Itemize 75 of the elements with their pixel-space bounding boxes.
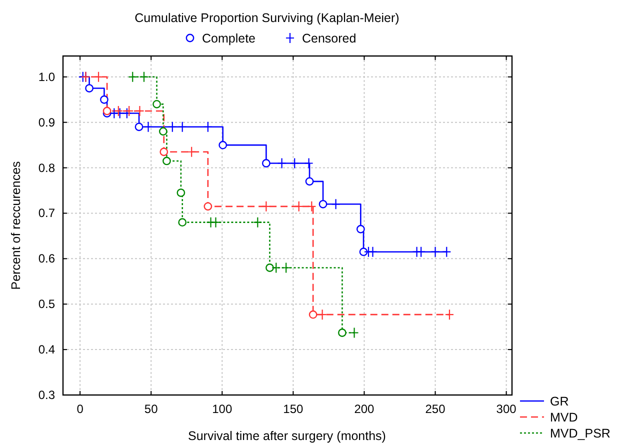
y-tick-label: 0.5 <box>38 297 56 312</box>
point <box>294 200 304 212</box>
point <box>178 121 187 132</box>
x-tick-label: 50 <box>144 402 158 416</box>
y-tick-label: 0.6 <box>38 252 56 266</box>
legend-label: MVD_PSR <box>550 426 610 440</box>
x-tick-label: 150 <box>283 402 304 416</box>
x-tick-label: 250 <box>425 402 446 416</box>
legend-label: GR <box>550 394 569 408</box>
point <box>162 156 171 166</box>
x-axis-title: Survival time after surgery (months) <box>188 429 386 443</box>
point <box>124 105 134 117</box>
point <box>430 246 440 258</box>
point <box>114 105 123 117</box>
point <box>356 224 365 234</box>
point <box>187 146 196 158</box>
point <box>338 328 346 337</box>
point <box>350 327 359 338</box>
point <box>277 158 286 169</box>
point <box>152 100 161 108</box>
y-tick-label: 0.4 <box>38 342 56 357</box>
point <box>304 158 314 169</box>
point <box>305 177 314 186</box>
point <box>178 218 187 227</box>
point <box>122 108 132 119</box>
point <box>262 200 271 212</box>
y-tick-label: 0.7 <box>38 206 56 220</box>
x-tick-label: 200 <box>354 402 375 416</box>
point <box>282 262 291 274</box>
legend-label: MVD <box>550 410 578 424</box>
point <box>368 246 378 258</box>
y-tick-label: 0.3 <box>38 388 56 402</box>
point <box>110 108 119 119</box>
point <box>144 121 153 132</box>
point <box>94 71 104 82</box>
point <box>176 188 186 197</box>
y-tick-label: 0.8 <box>38 160 56 175</box>
point <box>318 200 328 208</box>
point <box>158 127 168 136</box>
x-tick-label: 0 <box>76 402 84 416</box>
y-tick-label: 1.0 <box>38 70 56 84</box>
point <box>307 200 316 212</box>
point <box>253 216 262 228</box>
x-tick-label: 100 <box>212 402 232 416</box>
point <box>290 158 300 169</box>
point <box>218 140 228 150</box>
text: Complete <box>202 32 256 46</box>
point <box>100 95 108 104</box>
point <box>115 108 124 119</box>
point <box>266 264 274 272</box>
point <box>134 122 144 132</box>
y-tick-label: 0.9 <box>38 115 56 130</box>
chart-title: Cumulative Proportion Surviving (Kaplan-Meier) <box>134 11 400 25</box>
point <box>211 216 220 228</box>
point <box>135 105 144 117</box>
point <box>262 159 270 168</box>
point <box>331 198 340 210</box>
y-axis-title: Percent of reccurences <box>9 161 23 290</box>
point <box>442 246 452 258</box>
point <box>128 71 138 82</box>
point <box>308 310 318 319</box>
x-tick-label: 300 <box>496 402 517 416</box>
point <box>139 71 149 82</box>
point <box>444 309 454 320</box>
point <box>204 202 212 211</box>
point <box>416 246 426 258</box>
point <box>359 248 368 256</box>
text: Censored <box>302 32 356 46</box>
point <box>85 84 94 92</box>
point <box>203 121 212 132</box>
point <box>160 148 168 156</box>
point <box>102 106 112 116</box>
point <box>272 262 281 274</box>
point <box>318 309 327 320</box>
point <box>168 121 177 132</box>
